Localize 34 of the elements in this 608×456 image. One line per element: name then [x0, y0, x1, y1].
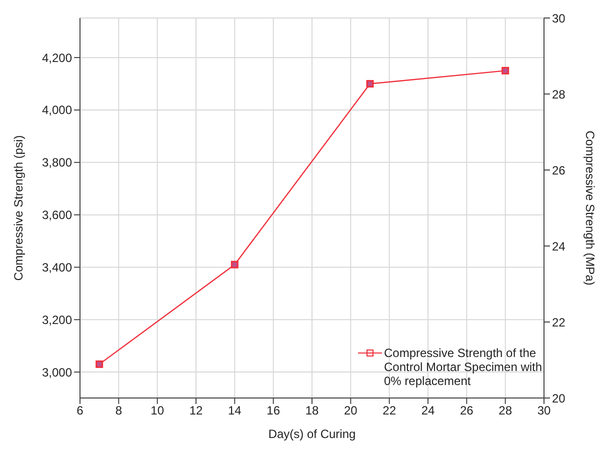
x-tick-label: 10 [150, 404, 164, 418]
y2-tick-label: 28 [552, 87, 566, 102]
x-tick-label: 16 [266, 404, 280, 418]
x-tick-label: 30 [537, 404, 551, 418]
x-tick-label: 26 [460, 404, 474, 418]
y2-tick-label: 22 [552, 315, 566, 330]
point [366, 80, 374, 88]
y-tick-label: 3,400 [42, 260, 72, 274]
y-axis-title: Compressive Strength (psi) [11, 135, 26, 281]
x-tick-label: 20 [344, 404, 358, 418]
x-axis-title: Day(s) of Curing [268, 427, 356, 441]
y2-tick-label: 30 [552, 11, 566, 26]
y-tick-label: 3,800 [42, 156, 72, 170]
y2-tick-label: 20 [552, 391, 566, 406]
y2-axis-title: Compressive Strength (MPa) [582, 130, 597, 286]
y-tick-label: 3,200 [42, 312, 72, 327]
y-tick-label: 3,600 [42, 208, 72, 222]
legend-label: Compressive Strength of the Control Mortar Specimen with 0% replacement [384, 346, 544, 388]
x-tick-label: 28 [498, 404, 512, 418]
x-tick-label: 24 [421, 404, 435, 418]
y2-tick-label: 24 [552, 239, 566, 254]
x-tick-label: 22 [382, 404, 396, 418]
point [230, 260, 238, 268]
y-tick-label: 4,200 [42, 50, 72, 65]
y2-tick-label: 26 [552, 163, 566, 178]
x-tick-label: 8 [115, 404, 122, 418]
y-tick-label: 4,000 [42, 103, 72, 118]
x-tick-label: 14 [228, 404, 242, 418]
point [96, 360, 104, 368]
x-tick-label: 18 [305, 404, 319, 418]
y-tick-label: 3,000 [42, 365, 72, 380]
x-tick-label: 6 [76, 404, 84, 418]
point [502, 66, 510, 74]
x-tick-label: 12 [189, 404, 203, 418]
